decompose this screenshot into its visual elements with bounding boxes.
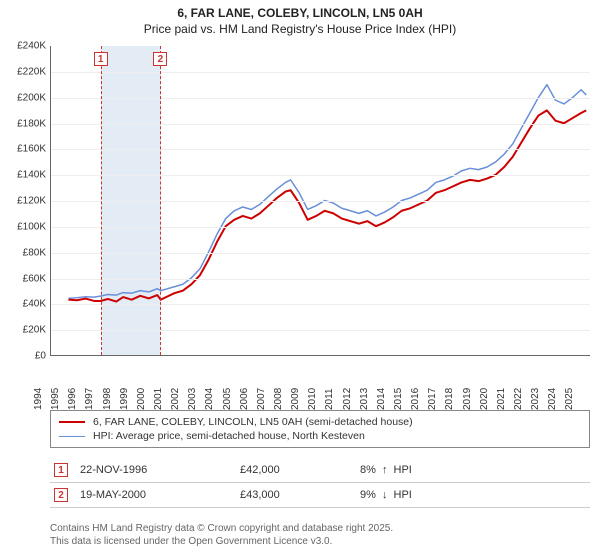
legend-row: 6, FAR LANE, COLEBY, LINCOLN, LN5 0AH (s… bbox=[59, 415, 581, 429]
x-tick-label: 2005 bbox=[222, 388, 233, 410]
x-tick-label: 2006 bbox=[239, 388, 250, 410]
y-tick-label: £180K bbox=[17, 118, 46, 129]
x-tick-label: 2025 bbox=[564, 388, 575, 410]
y-tick-label: £160K bbox=[17, 144, 46, 155]
series-hpi bbox=[68, 85, 586, 299]
x-tick-label: 2022 bbox=[513, 388, 524, 410]
arrow-up-icon: ↑ bbox=[382, 464, 388, 476]
event-line bbox=[101, 46, 102, 355]
chart-title-line2: Price paid vs. HM Land Registry's House … bbox=[0, 22, 600, 36]
event-delta: 9% ↓ HPI bbox=[360, 489, 590, 501]
x-tick-label: 2013 bbox=[359, 388, 370, 410]
x-tick-label: 2021 bbox=[496, 388, 507, 410]
chart-title-block: 6, FAR LANE, COLEBY, LINCOLN, LN5 0AH Pr… bbox=[0, 0, 600, 36]
footer-attribution: Contains HM Land Registry data © Crown c… bbox=[50, 522, 590, 548]
legend-swatch bbox=[59, 436, 85, 437]
x-tick-label: 2000 bbox=[136, 388, 147, 410]
footer-line2: This data is licensed under the Open Gov… bbox=[50, 535, 590, 548]
y-tick-label: £20K bbox=[23, 325, 46, 336]
y-tick-label: £60K bbox=[23, 273, 46, 284]
x-tick-label: 2018 bbox=[444, 388, 455, 410]
legend-label: HPI: Average price, semi-detached house,… bbox=[93, 430, 365, 442]
x-tick-label: 2017 bbox=[427, 388, 438, 410]
x-tick-label: 2011 bbox=[324, 388, 335, 410]
series-price_paid bbox=[68, 110, 586, 301]
x-tick-label: 1998 bbox=[102, 388, 113, 410]
footer-line1: Contains HM Land Registry data © Crown c… bbox=[50, 522, 590, 535]
y-tick-label: £240K bbox=[17, 41, 46, 52]
y-tick-label: £100K bbox=[17, 221, 46, 232]
x-tick-label: 2003 bbox=[187, 388, 198, 410]
x-tick-label: 2016 bbox=[410, 388, 421, 410]
legend-label: 6, FAR LANE, COLEBY, LINCOLN, LN5 0AH (s… bbox=[93, 416, 413, 428]
event-date: 22-NOV-1996 bbox=[80, 464, 240, 476]
event-line bbox=[160, 46, 161, 355]
x-tick-label: 2023 bbox=[530, 388, 541, 410]
x-tick-label: 2014 bbox=[376, 388, 387, 410]
x-tick-label: 2002 bbox=[170, 388, 181, 410]
event-row: 2 19-MAY-2000£43,0009% ↓ HPI bbox=[50, 483, 590, 508]
x-tick-label: 1994 bbox=[33, 388, 44, 410]
x-tick-label: 2012 bbox=[342, 388, 353, 410]
x-tick-label: 2020 bbox=[479, 388, 490, 410]
y-tick-label: £200K bbox=[17, 92, 46, 103]
event-row: 1 22-NOV-1996£42,0008% ↑ HPI bbox=[50, 458, 590, 483]
y-tick-label: £80K bbox=[23, 247, 46, 258]
event-delta: 8% ↑ HPI bbox=[360, 464, 590, 476]
event-marker: 2 bbox=[153, 52, 167, 66]
legend-swatch bbox=[59, 421, 85, 423]
x-tick-label: 1999 bbox=[119, 388, 130, 410]
event-price: £43,000 bbox=[240, 489, 360, 501]
event-marker: 1 bbox=[94, 52, 108, 66]
y-tick-label: £120K bbox=[17, 196, 46, 207]
y-tick-label: £0 bbox=[35, 351, 46, 362]
arrow-down-icon: ↓ bbox=[382, 489, 388, 501]
event-row-marker: 1 bbox=[54, 463, 68, 477]
x-tick-label: 1997 bbox=[84, 388, 95, 410]
x-tick-label: 1996 bbox=[67, 388, 78, 410]
y-tick-label: £140K bbox=[17, 170, 46, 181]
x-tick-label: 2007 bbox=[256, 388, 267, 410]
legend-row: HPI: Average price, semi-detached house,… bbox=[59, 429, 581, 443]
x-tick-label: 2004 bbox=[204, 388, 215, 410]
x-tick-label: 2010 bbox=[307, 388, 318, 410]
x-tick-label: 2001 bbox=[153, 388, 164, 410]
event-price: £42,000 bbox=[240, 464, 360, 476]
x-tick-label: 1995 bbox=[50, 388, 61, 410]
x-tick-label: 2019 bbox=[462, 388, 473, 410]
y-tick-label: £220K bbox=[17, 66, 46, 77]
chart-title-line1: 6, FAR LANE, COLEBY, LINCOLN, LN5 0AH bbox=[0, 6, 600, 20]
y-tick-label: £40K bbox=[23, 299, 46, 310]
events-table: 1 22-NOV-1996£42,0008% ↑ HPI 2 19-MAY-2000£… bbox=[50, 458, 590, 508]
x-axis: 1994199519961997199819992000200120022003… bbox=[50, 356, 590, 406]
chart-plot-area: 12 bbox=[50, 46, 590, 356]
event-date: 19-MAY-2000 bbox=[80, 489, 240, 501]
event-row-marker: 2 bbox=[54, 488, 68, 502]
x-tick-label: 2008 bbox=[273, 388, 284, 410]
x-tick-label: 2009 bbox=[290, 388, 301, 410]
legend-box: 6, FAR LANE, COLEBY, LINCOLN, LN5 0AH (s… bbox=[50, 410, 590, 448]
y-axis: £0£20K£40K£60K£80K£100K£120K£140K£160K£1… bbox=[0, 46, 50, 356]
x-tick-label: 2024 bbox=[547, 388, 558, 410]
x-tick-label: 2015 bbox=[393, 388, 404, 410]
